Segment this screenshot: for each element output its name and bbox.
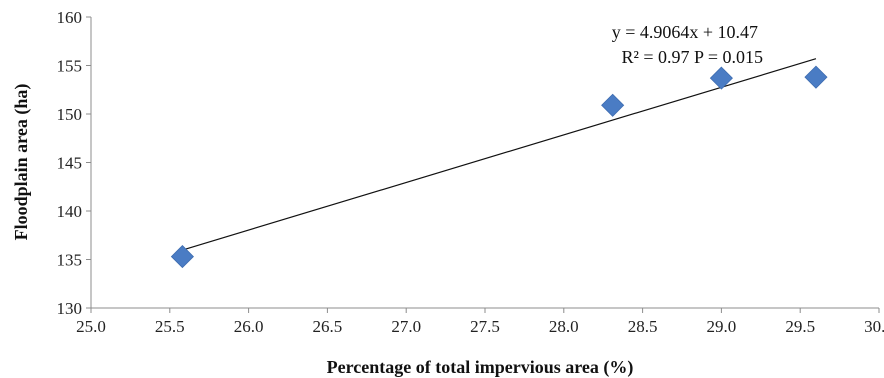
- data-point: [804, 65, 828, 89]
- data-point: [709, 66, 733, 90]
- tick-labels: 130 135 140 145 150 155 160 25.0 25.5 26.0 26.5 27.…: [57, 8, 884, 336]
- x-axis-title: Percentage of total impervious area (%): [327, 357, 634, 378]
- trendline-equation: y = 4.9064x + 10.47: [612, 22, 758, 42]
- y-tick-label: 160: [57, 8, 83, 27]
- x-tick-label: 28.0: [549, 317, 579, 336]
- x-tick-label: 28.5: [628, 317, 658, 336]
- axis-layer: [86, 16, 880, 313]
- data-point: [170, 245, 194, 269]
- y-tick-label: 140: [57, 202, 83, 221]
- y-tick-label: 150: [57, 105, 83, 124]
- x-tick-label: 25.5: [155, 317, 185, 336]
- x-tick-label: 25.0: [76, 317, 106, 336]
- y-tick-label: 155: [57, 57, 83, 76]
- x-tick-label: 29.0: [707, 317, 737, 336]
- y-axis-title: Floodplain area (ha): [11, 84, 32, 241]
- trendline: [182, 58, 817, 251]
- trendline-stats: R² = 0.97 P = 0.015: [621, 47, 763, 67]
- trendline-layer: [182, 58, 817, 251]
- y-tick-label: 130: [57, 299, 83, 318]
- x-tick-label: 26.0: [234, 317, 264, 336]
- x-tick-label: 30.0: [864, 317, 884, 336]
- x-tick-label: 27.5: [470, 317, 500, 336]
- y-tick-label: 135: [57, 251, 83, 270]
- data-point: [601, 93, 625, 117]
- data-points: [170, 65, 828, 269]
- y-tick-label: 145: [57, 154, 83, 173]
- x-tick-label: 27.0: [391, 317, 421, 336]
- x-tick-label: 26.5: [313, 317, 343, 336]
- x-tick-label: 29.5: [785, 317, 815, 336]
